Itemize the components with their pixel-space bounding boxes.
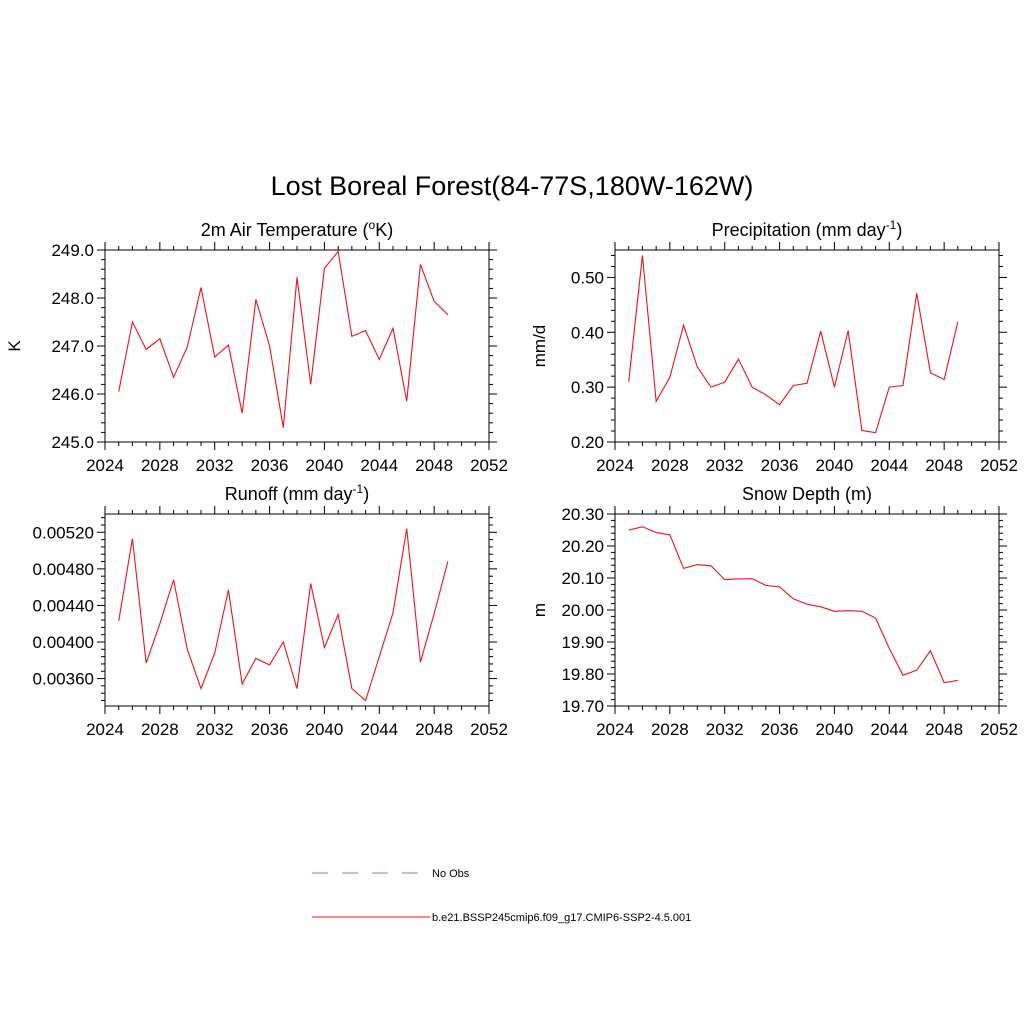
series-line-1 bbox=[628, 526, 958, 684]
panel-title-unit-prefix: ( bbox=[358, 220, 369, 240]
x-tick-label: 2048 bbox=[925, 456, 963, 475]
series-line-1 bbox=[628, 255, 959, 434]
x-tick-label: 2024 bbox=[596, 456, 634, 475]
x-tick-label: 2044 bbox=[870, 456, 908, 475]
y-tick-label: 245.0 bbox=[51, 433, 94, 452]
panel-title: Runoff (mm day-1) bbox=[225, 482, 369, 504]
y-tick-label: 0.00360 bbox=[33, 670, 94, 689]
x-tick-label: 2032 bbox=[706, 456, 744, 475]
y-tick-label: 247.0 bbox=[51, 337, 94, 356]
x-tick-label: 2052 bbox=[980, 456, 1018, 475]
panel-title-unit-suffix: ) bbox=[363, 484, 369, 504]
y-tick-label: 0.40 bbox=[571, 323, 604, 342]
x-tick-label: 2052 bbox=[470, 456, 508, 475]
x-tick-label: 2052 bbox=[470, 720, 508, 739]
x-tick-label: 2040 bbox=[816, 456, 854, 475]
panels-group: 2m Air Temperature (oK)2024 2028 2032 2036 2… bbox=[5, 218, 1018, 739]
y-tick-label: 0.00520 bbox=[33, 523, 94, 542]
panel-title-unit-suffix: K) bbox=[375, 220, 393, 240]
y-tick-label: 19.80 bbox=[561, 665, 604, 684]
x-tick-label: 2040 bbox=[306, 456, 344, 475]
y-axis-label: m bbox=[530, 603, 549, 617]
panel-title-main: Precipitation (mm day bbox=[712, 220, 886, 240]
y-tick-label: 20.30 bbox=[561, 505, 604, 524]
legend: No Obs b.e21.BSSP245cmip6.f09_g17.CMIP6-… bbox=[312, 868, 691, 924]
series-line-1 bbox=[118, 528, 449, 702]
y-tick-label: 0.00400 bbox=[33, 633, 94, 652]
x-tick-label: 2052 bbox=[980, 720, 1018, 739]
y-tick-label: 249.0 bbox=[51, 241, 94, 260]
x-tick-label: 2032 bbox=[706, 720, 744, 739]
panel-title: Precipitation (mm day-1) bbox=[712, 218, 903, 240]
x-tick-label: 2048 bbox=[925, 720, 963, 739]
plot-frame bbox=[104, 513, 490, 707]
y-tick-label: 0.00480 bbox=[33, 560, 94, 579]
y-tick-label: 0.00440 bbox=[33, 596, 94, 615]
x-tick-label: 2036 bbox=[761, 720, 799, 739]
x-tick-label: 2040 bbox=[816, 720, 854, 739]
x-tick-label: 2024 bbox=[596, 720, 634, 739]
panel-title-main: 2m Air Temperature bbox=[201, 220, 358, 240]
panel-title-main: Runoff (mm day bbox=[225, 484, 353, 504]
series-line-1 bbox=[118, 250, 449, 428]
x-tick-label: 2036 bbox=[761, 456, 799, 475]
panel-title: 2m Air Temperature (oK) bbox=[201, 218, 393, 240]
x-tick-label: 2028 bbox=[651, 456, 689, 475]
x-tick-label: 2044 bbox=[360, 456, 398, 475]
panel-title: Snow Depth (m) bbox=[742, 484, 872, 504]
panel-title-superscript: o bbox=[369, 218, 376, 232]
y-tick-label: 19.90 bbox=[561, 633, 604, 652]
y-tick-label: 0.20 bbox=[571, 433, 604, 452]
x-tick-label: 2028 bbox=[651, 720, 689, 739]
panel-title-main: Snow Depth (m) bbox=[742, 484, 872, 504]
x-tick-label: 2024 bbox=[86, 720, 124, 739]
x-tick-label: 2024 bbox=[86, 456, 124, 475]
x-tick-label: 2044 bbox=[870, 720, 908, 739]
y-tick-label: 19.70 bbox=[561, 697, 604, 716]
y-axis-label: mm/d bbox=[530, 325, 549, 368]
x-tick-label: 2040 bbox=[306, 720, 344, 739]
x-tick-label: 2028 bbox=[141, 720, 179, 739]
y-tick-label: 248.0 bbox=[51, 289, 94, 308]
legend-model-label: b.e21.BSSP245cmip6.f09_g17.CMIP6-SSP2-4.… bbox=[432, 912, 691, 924]
x-tick-label: 2048 bbox=[415, 720, 453, 739]
x-tick-label: 2044 bbox=[360, 720, 398, 739]
x-tick-label: 2036 bbox=[251, 456, 289, 475]
figure-title: Lost Boreal Forest(84-77S,180W-162W) bbox=[271, 171, 754, 201]
y-tick-label: 0.30 bbox=[571, 378, 604, 397]
x-tick-label: 2028 bbox=[141, 456, 179, 475]
y-tick-label: 20.00 bbox=[561, 601, 604, 620]
x-tick-label: 2036 bbox=[251, 720, 289, 739]
chart-panel-3: Runoff (mm day-1) 2024 2028 2032 2036 2040 204… bbox=[33, 482, 508, 739]
y-tick-label: 20.20 bbox=[561, 537, 604, 556]
y-tick-label: 20.10 bbox=[561, 569, 604, 588]
y-tick-label: 0.50 bbox=[571, 268, 604, 287]
y-axis-label: K bbox=[5, 340, 24, 352]
panel-title-superscript: -1 bbox=[886, 218, 897, 232]
chart-panel-1: 2m Air Temperature (oK) 2024 2028 2032 2036 2… bbox=[5, 218, 508, 475]
chart-panel-4: Snow Depth (m) 2024 2028 2032 2036 2040 2044 20… bbox=[530, 484, 1018, 739]
chart-panel-2: Precipitation (mm day-1) 2024 2028 2032 2036… bbox=[530, 218, 1018, 475]
x-tick-label: 2032 bbox=[196, 720, 234, 739]
y-tick-label: 246.0 bbox=[51, 385, 94, 404]
panel-title-superscript: -1 bbox=[353, 482, 364, 496]
x-tick-label: 2032 bbox=[196, 456, 234, 475]
panel-title-unit-suffix: ) bbox=[896, 220, 902, 240]
x-tick-label: 2048 bbox=[415, 456, 453, 475]
plot-frame bbox=[614, 249, 1000, 443]
legend-obs-label: No Obs bbox=[432, 868, 470, 880]
